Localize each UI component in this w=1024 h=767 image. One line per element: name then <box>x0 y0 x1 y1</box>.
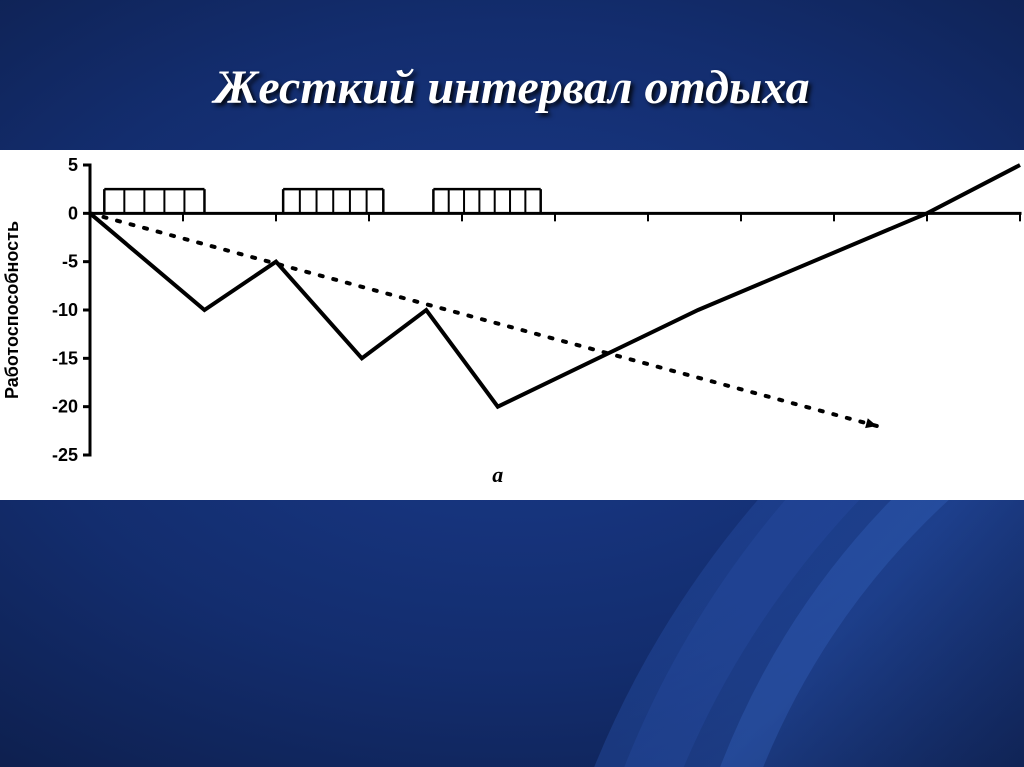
workability-chart: 5 0 -5 -10 -15 -20 -25 Работоспособность а <box>0 150 1024 500</box>
svg-text:а: а <box>492 462 503 487</box>
svg-text:-15: -15 <box>52 348 78 368</box>
svg-text:5: 5 <box>68 155 78 175</box>
slide-root: Жесткий интервал отдыха 5 0 -5 -10 -15 -20 -25… <box>0 0 1024 767</box>
svg-text:-10: -10 <box>52 300 78 320</box>
svg-text:0: 0 <box>68 203 78 223</box>
svg-text:Работоспособность: Работоспособность <box>2 221 22 399</box>
title-container: Жесткий интервал отдыха <box>0 60 1024 115</box>
svg-text:-5: -5 <box>62 252 78 272</box>
slide-title: Жесткий интервал отдыха <box>214 60 809 115</box>
svg-text:-20: -20 <box>52 397 78 417</box>
svg-text:-25: -25 <box>52 445 78 465</box>
chart-panel: 5 0 -5 -10 -15 -20 -25 Работоспособность а <box>0 150 1024 500</box>
